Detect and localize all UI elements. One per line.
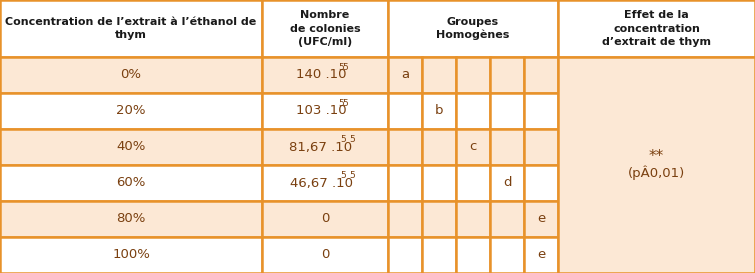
Text: 103 .10: 103 .10 xyxy=(296,105,347,117)
Bar xyxy=(422,129,456,165)
Text: b: b xyxy=(435,105,443,117)
Bar xyxy=(388,237,422,273)
Bar xyxy=(388,165,422,201)
Text: 0%: 0% xyxy=(121,69,141,82)
Text: 5: 5 xyxy=(349,135,355,144)
Bar xyxy=(388,93,422,129)
Text: 5: 5 xyxy=(341,135,347,144)
Bar xyxy=(558,57,755,273)
Bar xyxy=(422,237,456,273)
Bar xyxy=(0,0,262,57)
Bar xyxy=(490,237,524,273)
Bar xyxy=(524,93,558,129)
Bar xyxy=(262,0,388,57)
Bar xyxy=(490,93,524,129)
Text: Groupes
Homogènes: Groupes Homogènes xyxy=(436,17,510,40)
Text: 0: 0 xyxy=(321,212,329,225)
Bar xyxy=(388,0,558,57)
Text: 40%: 40% xyxy=(116,141,146,153)
Text: Nombre
de colonies
(UFC/ml): Nombre de colonies (UFC/ml) xyxy=(290,10,360,47)
Bar xyxy=(456,237,490,273)
Bar xyxy=(422,165,456,201)
Text: **: ** xyxy=(649,150,664,165)
Bar xyxy=(558,0,755,57)
Bar xyxy=(524,237,558,273)
Bar xyxy=(262,165,388,201)
Bar xyxy=(524,129,558,165)
Text: 20%: 20% xyxy=(116,105,146,117)
Bar xyxy=(490,201,524,237)
Text: Concentration de l’extrait à l’éthanol de
thym: Concentration de l’extrait à l’éthanol d… xyxy=(5,17,257,40)
Bar xyxy=(0,165,262,201)
Bar xyxy=(0,237,262,273)
Text: c: c xyxy=(470,141,476,153)
Text: 140 .10: 140 .10 xyxy=(296,69,347,82)
Bar xyxy=(456,129,490,165)
Bar xyxy=(262,237,388,273)
Bar xyxy=(524,165,558,201)
Text: 5: 5 xyxy=(337,99,344,108)
Text: a: a xyxy=(401,69,409,82)
Text: 0: 0 xyxy=(321,248,329,262)
Bar xyxy=(0,93,262,129)
Bar xyxy=(456,201,490,237)
Text: 60%: 60% xyxy=(116,177,146,189)
Bar xyxy=(490,129,524,165)
Text: 5: 5 xyxy=(337,63,344,72)
Text: 81,67 .10: 81,67 .10 xyxy=(289,141,353,153)
Text: d: d xyxy=(503,177,511,189)
Bar xyxy=(422,201,456,237)
Text: e: e xyxy=(537,248,545,262)
Bar xyxy=(490,57,524,93)
Text: 46,67 .10: 46,67 .10 xyxy=(289,177,353,189)
Text: 5: 5 xyxy=(343,63,349,72)
Text: Effet de la
concentration
d’extrait de thym: Effet de la concentration d’extrait de t… xyxy=(602,10,711,47)
Bar xyxy=(262,201,388,237)
Bar xyxy=(456,93,490,129)
Bar xyxy=(388,201,422,237)
Text: 5: 5 xyxy=(343,99,349,108)
Text: 80%: 80% xyxy=(116,212,146,225)
Text: 5: 5 xyxy=(341,171,347,180)
Bar xyxy=(422,57,456,93)
Bar xyxy=(262,129,388,165)
Text: 100%: 100% xyxy=(112,248,150,262)
Bar xyxy=(262,93,388,129)
Bar xyxy=(490,165,524,201)
Text: 5: 5 xyxy=(349,171,355,180)
Bar xyxy=(388,129,422,165)
Bar xyxy=(0,57,262,93)
Bar xyxy=(524,57,558,93)
Bar xyxy=(422,93,456,129)
Bar xyxy=(388,57,422,93)
Bar xyxy=(456,165,490,201)
Text: e: e xyxy=(537,212,545,225)
Text: (pÂ0,01): (pÂ0,01) xyxy=(628,166,685,180)
Bar xyxy=(262,57,388,93)
Bar xyxy=(456,57,490,93)
Bar xyxy=(0,129,262,165)
Bar xyxy=(524,201,558,237)
Bar xyxy=(0,201,262,237)
